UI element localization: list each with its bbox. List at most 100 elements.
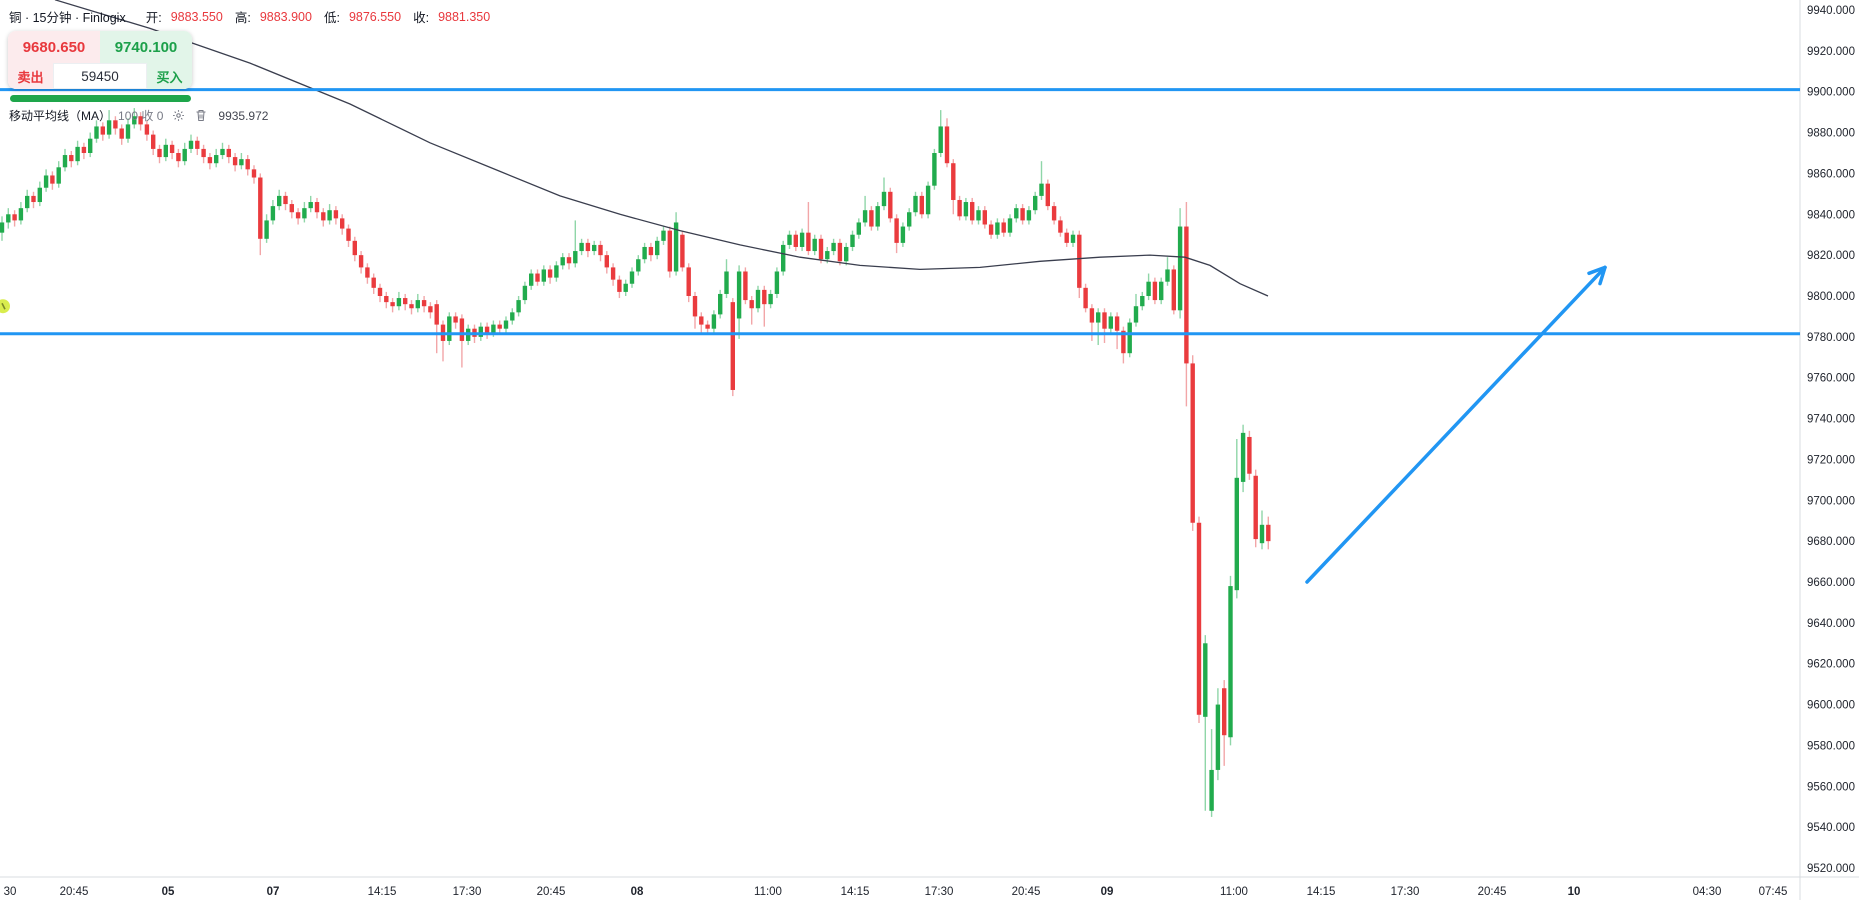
candle-body	[554, 265, 559, 278]
time-tick-label: 20:45	[1478, 886, 1507, 898]
candle-body	[25, 195, 30, 209]
candle-body	[333, 210, 339, 219]
candle-body	[100, 126, 105, 135]
delete-trash-icon[interactable]	[193, 108, 209, 124]
sell-button[interactable]: 卖出	[8, 63, 53, 89]
time-tick-label: 04:30	[1693, 886, 1722, 898]
candle-body	[214, 155, 219, 164]
buy-price-button[interactable]: 9740.100	[100, 31, 192, 63]
candle-body	[453, 316, 458, 323]
settings-gear-icon[interactable]	[170, 108, 186, 124]
candle-body	[925, 185, 931, 215]
candle-body	[604, 255, 609, 268]
candle-body	[907, 212, 912, 227]
candle-body	[774, 271, 780, 294]
candle-body	[503, 320, 509, 329]
candle-body	[724, 271, 729, 294]
candle-body	[384, 296, 389, 303]
candle-body	[781, 244, 786, 272]
candle-body	[1165, 269, 1170, 282]
time-tick-label: 20:45	[60, 886, 89, 898]
candle-body	[226, 148, 231, 158]
candle-body	[56, 167, 61, 184]
candle-body	[1234, 477, 1239, 591]
candle-body	[251, 169, 257, 178]
candle-body	[718, 293, 723, 315]
candle-body	[176, 153, 181, 162]
candle-body	[812, 238, 817, 252]
candle-body	[988, 224, 994, 235]
candle-body	[396, 298, 402, 307]
candle-body	[1083, 287, 1088, 309]
price-tick-label: 9640.000	[1807, 618, 1855, 630]
time-tick-label: 20:45	[1012, 886, 1041, 898]
time-tick-label: 17:30	[1391, 886, 1420, 898]
candle-body	[62, 155, 68, 168]
buy-button[interactable]: 买入	[147, 63, 192, 89]
open-value: 9883.550	[170, 9, 223, 24]
candle-body	[220, 148, 225, 156]
symbol-name[interactable]: 铜 · 15分钟 · Finlogix	[9, 11, 126, 25]
price-tick-label: 9540.000	[1807, 822, 1855, 834]
price-tick-label: 9580.000	[1807, 740, 1855, 752]
candle-body	[1070, 234, 1076, 243]
candle-body	[88, 138, 93, 153]
price-tick-label: 9700.000	[1807, 495, 1855, 507]
candle-body	[1033, 195, 1038, 211]
price-axis[interactable]: 9940.000 9920.000 9900.000 9880.000 9860.000…	[1807, 5, 1855, 875]
price-tick-label: 9900.000	[1807, 87, 1855, 99]
price-tick-label: 9620.000	[1807, 659, 1855, 671]
candle-body	[1051, 206, 1057, 221]
time-axis[interactable]: 30 20:45 05 07 14:15 17:30 20:45 08 11:00 14:15 17…	[4, 886, 1788, 898]
candle-body	[144, 124, 150, 135]
candle-body	[157, 148, 162, 158]
low-label: 低:	[323, 11, 340, 25]
ma-100-line[interactable]	[54, 0, 1269, 297]
candle-body	[6, 214, 11, 223]
candle-body	[976, 210, 981, 221]
candle-body	[535, 273, 540, 282]
candle-body	[232, 157, 238, 166]
candle-body	[913, 195, 918, 213]
candle-body	[195, 140, 200, 149]
candle-body	[50, 175, 55, 184]
candle-body	[1184, 226, 1189, 364]
trend-arrow-head	[1587, 265, 1607, 286]
symbol-title-row: 铜 · 15分钟 · Finlogix 开: 9883.550 高: 9883.…	[9, 7, 490, 26]
candle-body	[459, 318, 465, 341]
time-tick-label: 17:30	[925, 886, 954, 898]
candle-body	[787, 234, 792, 245]
candle-body	[692, 296, 698, 317]
candle-body	[37, 187, 42, 203]
price-tick-label: 9520.000	[1807, 863, 1855, 875]
quantity-input[interactable]: 59450	[53, 63, 147, 89]
trend-arrow-line[interactable]	[1305, 265, 1607, 584]
candle-body	[1240, 432, 1246, 482]
candle-body	[648, 246, 654, 256]
sell-price-button[interactable]: 9680.650	[8, 31, 100, 63]
candle-body	[938, 126, 943, 153]
candle-body	[617, 279, 622, 292]
candle-body	[894, 218, 899, 243]
time-tick-label: 11:00	[754, 886, 782, 898]
candle-body	[957, 199, 962, 217]
order-widget: 9680.650 9740.100 卖出 59450 买入	[8, 31, 192, 89]
price-tick-label: 9660.000	[1807, 577, 1855, 589]
candle-body	[478, 326, 483, 337]
candle-body	[881, 191, 887, 207]
low-value: 9876.550	[348, 9, 402, 24]
time-tick-label: 05	[162, 886, 175, 898]
candle-body	[1140, 296, 1145, 307]
candle-body	[1146, 281, 1151, 296]
candle-body	[875, 206, 880, 227]
candle-body	[169, 144, 175, 153]
ma-indicator-name[interactable]: 移动平均线（MA）	[9, 109, 112, 123]
yellow-marker-icon[interactable]	[0, 299, 10, 314]
candle-body	[629, 271, 635, 284]
candle-body	[850, 234, 855, 247]
candle-body	[818, 238, 824, 260]
candle-body	[541, 269, 546, 282]
candle-body	[31, 195, 36, 203]
candle-body	[711, 314, 717, 329]
